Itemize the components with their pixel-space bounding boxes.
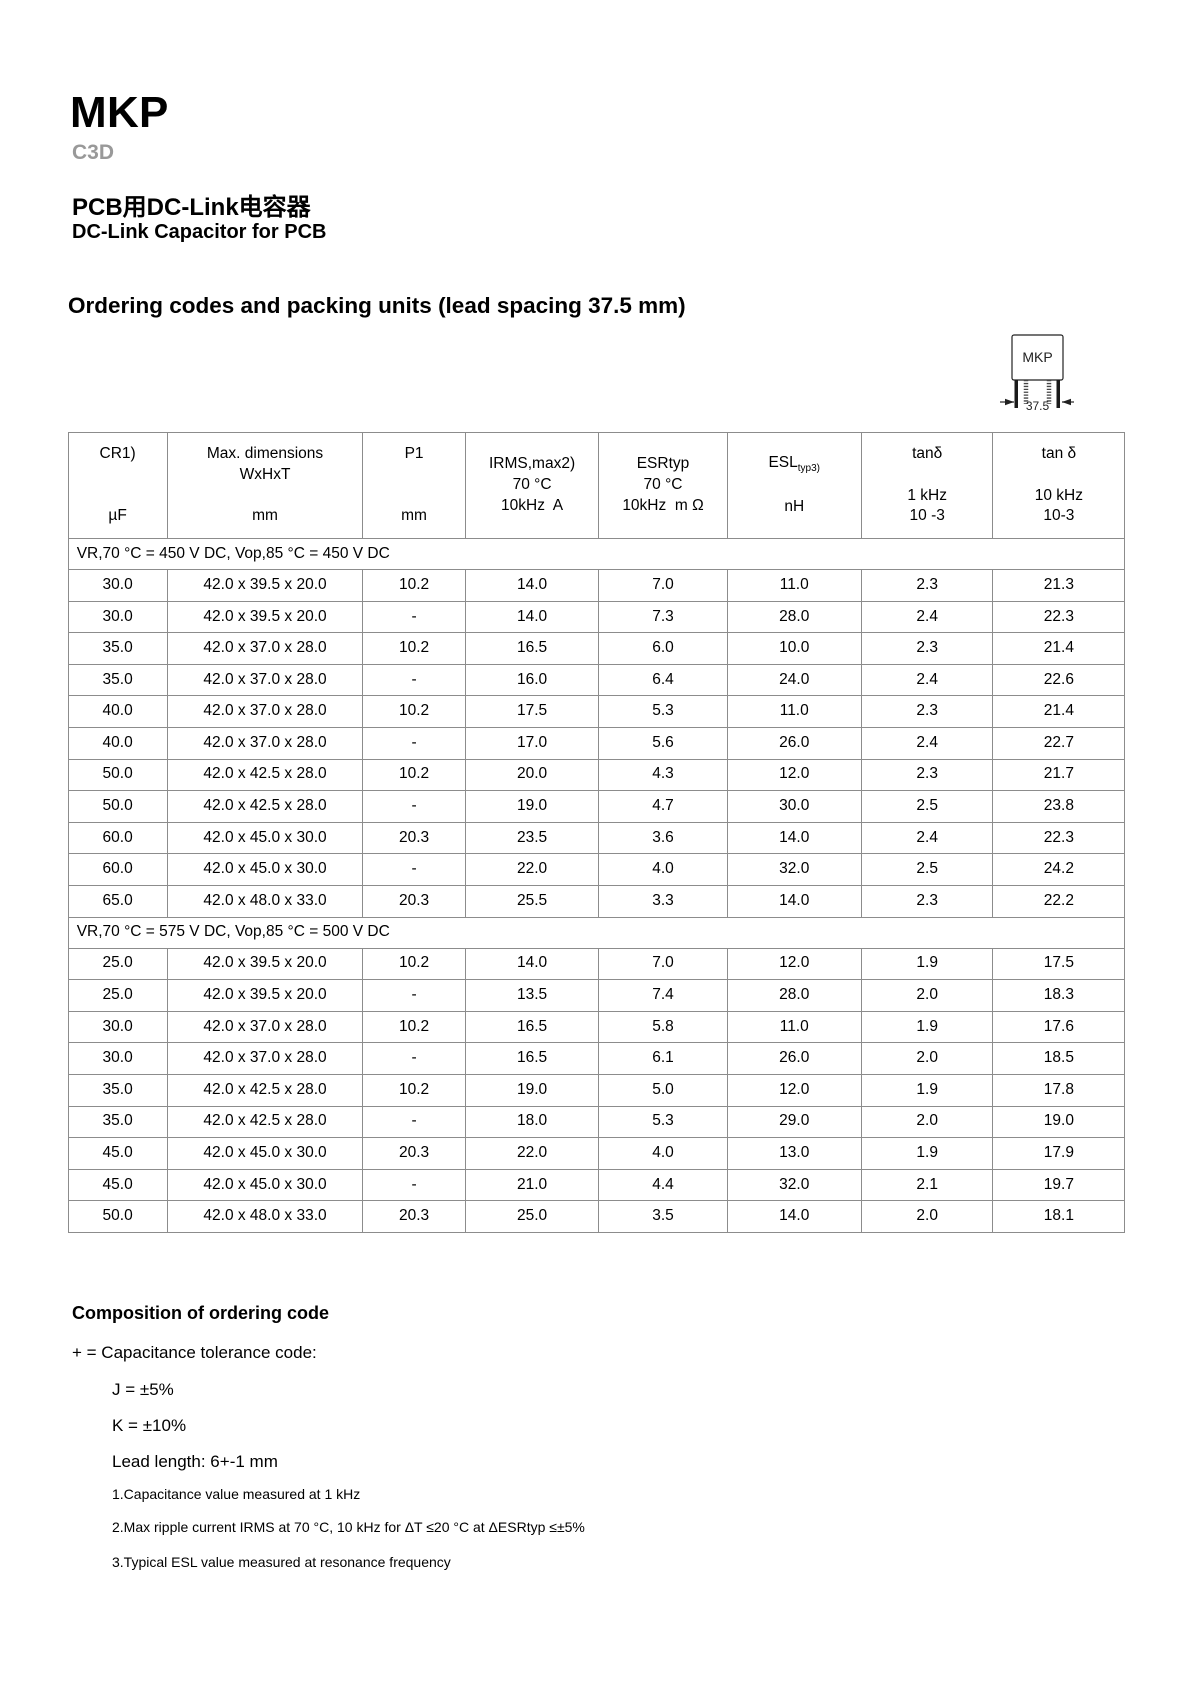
svg-text:MKP: MKP bbox=[1022, 349, 1052, 365]
svg-text:37.5: 37.5 bbox=[1026, 399, 1050, 413]
